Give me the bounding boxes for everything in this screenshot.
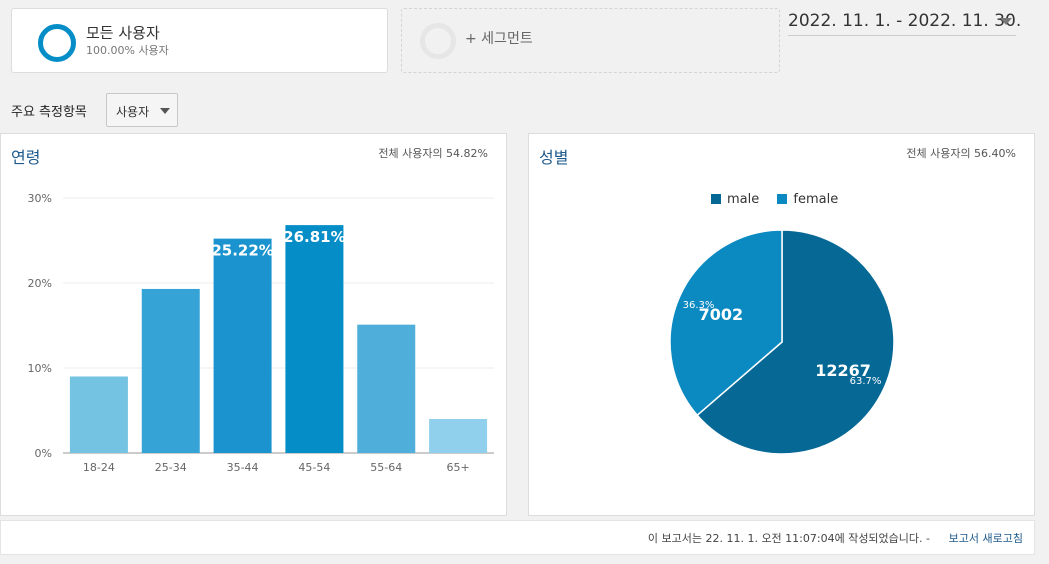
date-range-text: 2022. 11. 1. - 2022. 11. 30. <box>788 11 1022 31</box>
x-tick-label: 18-24 <box>83 461 115 474</box>
gender-legend: male female <box>711 192 852 207</box>
empty-segment-ring-icon <box>420 23 456 59</box>
legend-item-male[interactable]: male <box>711 192 759 207</box>
bar-value-label: 26.81% <box>283 228 345 246</box>
pie-value-label: 12267 <box>815 361 871 380</box>
pie-value-label: 7002 <box>699 305 744 324</box>
age-bar-chart: 0% 10% 20% 30% 18-24 25-34 35-44 25.22% 45-54 26.… <box>28 192 494 474</box>
y-tick-label: 30% <box>28 192 52 205</box>
bar-55-64 <box>357 324 416 453</box>
report-timestamp: 이 보고서는 22. 11. 1. 오전 11:07:04에 작성되었습니다. … <box>647 532 930 545</box>
pie-percent-label: 36.3% <box>683 300 715 311</box>
y-tick-label: 0% <box>35 447 52 460</box>
segment-subtitle: 100.00% 사용자 <box>86 44 169 57</box>
x-tick-label: 45-54 <box>298 461 330 474</box>
age-panel-share: 전체 사용자의 54.82% <box>378 147 488 160</box>
segment-card-all-users[interactable]: 모든 사용자 100.00% 사용자 <box>11 8 388 73</box>
refresh-report-link[interactable]: 보고서 새로고침 <box>948 532 1023 545</box>
age-panel: 0% 10% 20% 30% 18-24 25-34 35-44 25.22% 45-54 26.… <box>0 133 507 516</box>
legend-swatch-female <box>777 194 788 204</box>
pie-slice-male <box>696 229 895 455</box>
legend-label-female: female <box>793 192 839 207</box>
legend-label-male: male <box>727 192 760 207</box>
y-tick-label: 20% <box>28 277 52 290</box>
gender-panel-share: 전체 사용자의 56.40% <box>906 147 1016 160</box>
legend-item-female[interactable]: female <box>777 192 838 207</box>
pie-slice-female <box>669 229 783 417</box>
x-tick-label: 35-44 <box>227 461 259 474</box>
bar-18-24 <box>69 376 128 453</box>
x-tick-label: 25-34 <box>155 461 187 474</box>
bar-65+ <box>429 419 488 453</box>
metric-label: 주요 측정항목 <box>11 105 87 120</box>
gender-panel: 성별 전체 사용자의 56.40% male female 12267 63.7%… <box>528 133 1035 516</box>
bar-value-label: 25.22% <box>211 242 273 260</box>
date-range-picker[interactable]: 2022. 11. 1. - 2022. 11. 30. <box>788 9 1021 36</box>
add-segment-button[interactable]: + 세그먼트 <box>401 8 780 73</box>
metric-selected-value: 사용자 <box>116 105 150 119</box>
metric-select[interactable]: 사용자 <box>106 93 178 127</box>
chevron-down-icon <box>160 108 170 114</box>
bar-35-44 <box>213 238 272 453</box>
gender-panel-title: 성별 <box>539 148 569 167</box>
x-tick-label: 55-64 <box>370 461 402 474</box>
x-tick-label: 65+ <box>446 461 469 474</box>
y-tick-label: 10% <box>28 362 52 375</box>
add-segment-label: + 세그먼트 <box>465 31 533 47</box>
chevron-down-icon <box>1000 18 1012 25</box>
age-panel-title: 연령 <box>11 148 41 167</box>
report-footer: 이 보고서는 22. 11. 1. 오전 11:07:04에 작성되었습니다. … <box>0 520 1035 555</box>
legend-swatch-male <box>711 194 721 204</box>
segment-ring-icon <box>38 24 76 62</box>
pie-percent-label: 63.7% <box>850 376 882 387</box>
bar-45-54 <box>285 225 344 453</box>
segment-title: 모든 사용자 <box>86 24 160 42</box>
bar-25-34 <box>141 288 200 453</box>
